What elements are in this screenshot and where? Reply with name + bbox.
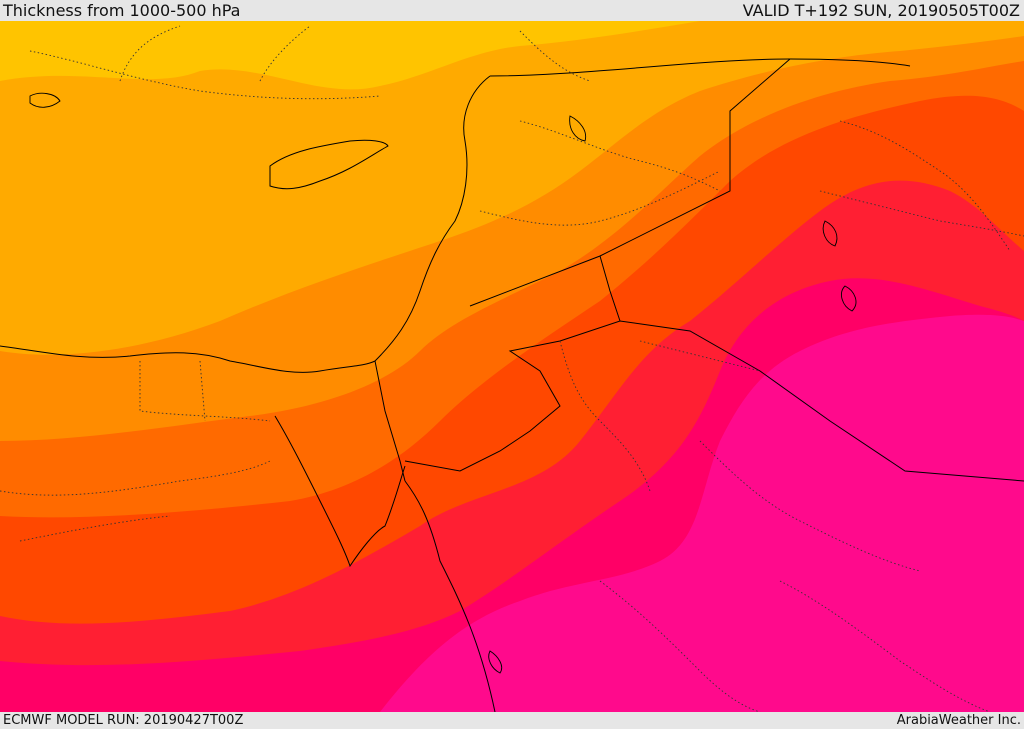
province-borders xyxy=(0,25,1024,712)
footer-bar: ECMWF MODEL RUN: 20190427T00Z ArabiaWeat… xyxy=(0,712,1024,729)
model-run: ECMWF MODEL RUN: 20190427T00Z xyxy=(3,713,244,728)
thickness-map[interactable] xyxy=(0,21,1024,712)
country-borders xyxy=(0,58,1024,712)
valid-time: VALID T+192 SUN, 20190505T00Z xyxy=(742,1,1020,20)
map-canvas xyxy=(0,21,1024,712)
credit-label: ArabiaWeather Inc. xyxy=(896,713,1021,728)
islands xyxy=(29,92,857,674)
band-hot-pink xyxy=(380,314,1024,712)
header-bar: Thickness from 1000-500 hPa VALID T+192 … xyxy=(0,0,1024,21)
map-title: Thickness from 1000-500 hPa xyxy=(3,1,241,20)
